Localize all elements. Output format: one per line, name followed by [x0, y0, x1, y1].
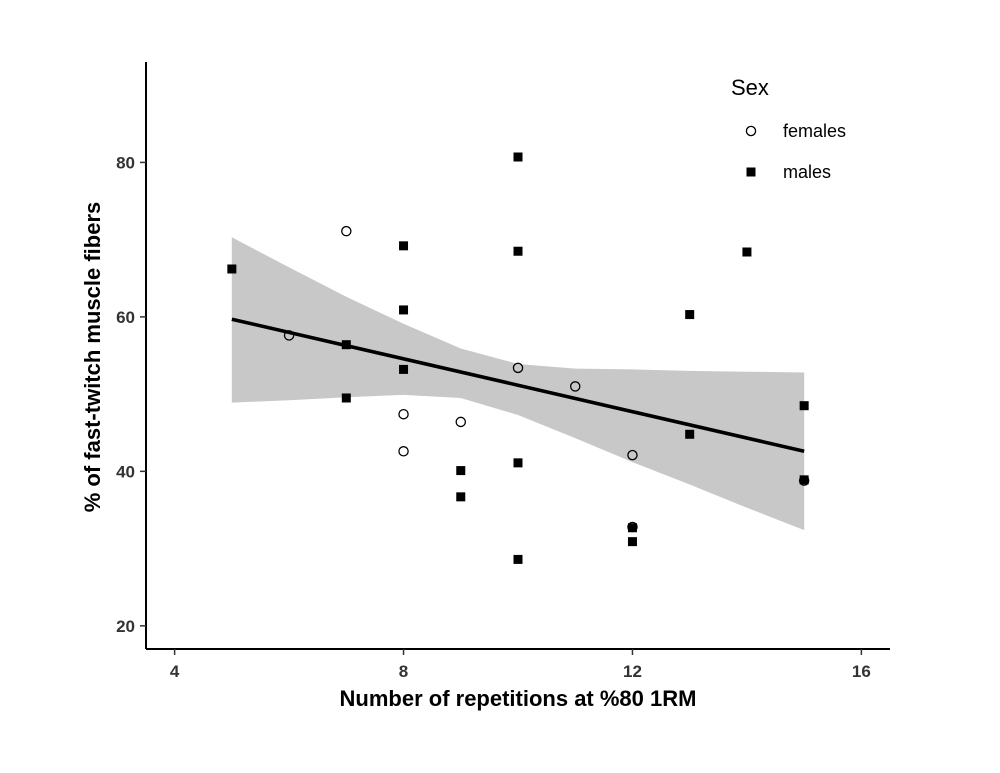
legend-title: Sex: [731, 75, 769, 100]
male-point: [456, 492, 466, 502]
legend-male-marker: [746, 167, 756, 177]
x-tick-label: 8: [399, 662, 408, 681]
x-tick-label: 12: [623, 662, 642, 681]
male-point: [799, 401, 809, 411]
male-point: [456, 466, 466, 476]
y-tick-label: 40: [116, 462, 135, 481]
trend-line: [231, 317, 805, 454]
male-point: [513, 152, 523, 162]
male-point: [627, 523, 637, 533]
male-point: [513, 246, 523, 256]
y-tick-label: 20: [116, 617, 135, 636]
trend-line-layer: [231, 317, 805, 454]
male-point: [227, 264, 237, 274]
female-point: [569, 381, 581, 392]
male-point: [685, 310, 695, 320]
legend-label-males: males: [783, 162, 831, 182]
legend: Sex females males: [731, 75, 846, 182]
male-point: [513, 554, 523, 564]
y-tick-label: 60: [116, 308, 135, 327]
male-point: [341, 393, 351, 403]
male-point: [685, 429, 695, 439]
y-tick-label: 80: [116, 153, 135, 172]
x-tick-label: 4: [170, 662, 180, 681]
legend-female-marker: [745, 125, 757, 137]
x-axis-title: Number of repetitions at %80 1RM: [340, 686, 697, 711]
axes: [140, 62, 890, 655]
y-axis-title: % of fast-twitch muscle fibers: [80, 202, 105, 513]
legend-label-females: females: [783, 121, 846, 141]
male-point: [513, 458, 523, 468]
female-point: [283, 330, 295, 341]
male-point: [627, 537, 637, 547]
male-point: [399, 305, 409, 315]
male-point: [799, 475, 809, 485]
data-points-layer: [227, 152, 810, 564]
x-tick-label: 16: [852, 662, 871, 681]
female-point: [341, 225, 352, 237]
female-point: [455, 416, 467, 428]
male-point: [742, 247, 752, 257]
female-point: [627, 449, 638, 461]
tick-labels: 4 8 12 16 20 40 60 80: [116, 153, 871, 681]
male-point: [399, 364, 409, 374]
female-point: [512, 362, 524, 374]
female-point: [398, 446, 409, 457]
male-point: [341, 340, 351, 350]
male-point: [399, 241, 409, 251]
female-point: [398, 408, 409, 420]
